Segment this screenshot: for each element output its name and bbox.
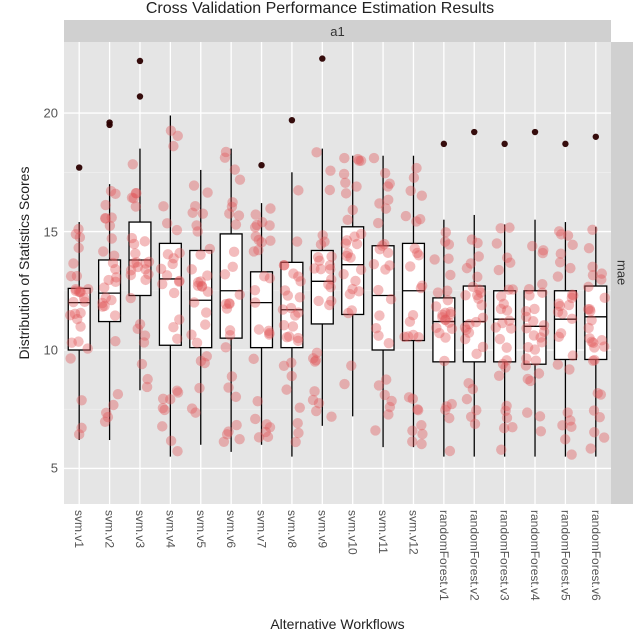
- xtick-label: svm.v11: [376, 510, 390, 554]
- facet-strip-top: a1: [64, 20, 611, 42]
- xtick-label: svm.v1: [72, 510, 86, 548]
- plot-panel: [64, 42, 611, 504]
- xtick-label: svm.v2: [103, 510, 117, 548]
- chart-title: Cross Validation Performance Estimation …: [0, 0, 640, 18]
- chart-root: Cross Validation Performance Estimation …: [0, 0, 640, 634]
- xtick-label: randomForest.v3: [498, 510, 512, 601]
- x-axis-label: Alternative Workflows: [64, 616, 611, 632]
- ytick-label: 10: [28, 343, 58, 358]
- ytick-label: 20: [28, 106, 58, 121]
- facet-right-label: mae: [615, 260, 630, 285]
- ytick-label: 5: [28, 461, 58, 476]
- xtick-label: randomForest.v2: [467, 510, 481, 601]
- ytick-label: 15: [28, 224, 58, 239]
- xtick-label: svm.v8: [285, 510, 299, 548]
- xtick-label: svm.v7: [255, 510, 269, 548]
- xtick-label: randomForest.v6: [589, 510, 603, 601]
- xtick-label: svm.v9: [315, 510, 329, 548]
- xtick-label: svm.v4: [163, 510, 177, 548]
- xtick-label: randomForest.v5: [558, 510, 572, 601]
- xtick-label: svm.v6: [224, 510, 238, 548]
- facet-strip-right: mae: [611, 42, 633, 504]
- plot-svg: [64, 42, 611, 504]
- xtick-label: svm.v10: [346, 510, 360, 555]
- xtick-label: randomForest.v4: [528, 510, 542, 601]
- xtick-label: svm.v5: [194, 510, 208, 548]
- xtick-label: svm.v12: [406, 510, 420, 555]
- xtick-label: svm.v3: [133, 510, 147, 548]
- xtick-label: randomForest.v1: [437, 510, 451, 601]
- facet-top-label: a1: [330, 24, 344, 39]
